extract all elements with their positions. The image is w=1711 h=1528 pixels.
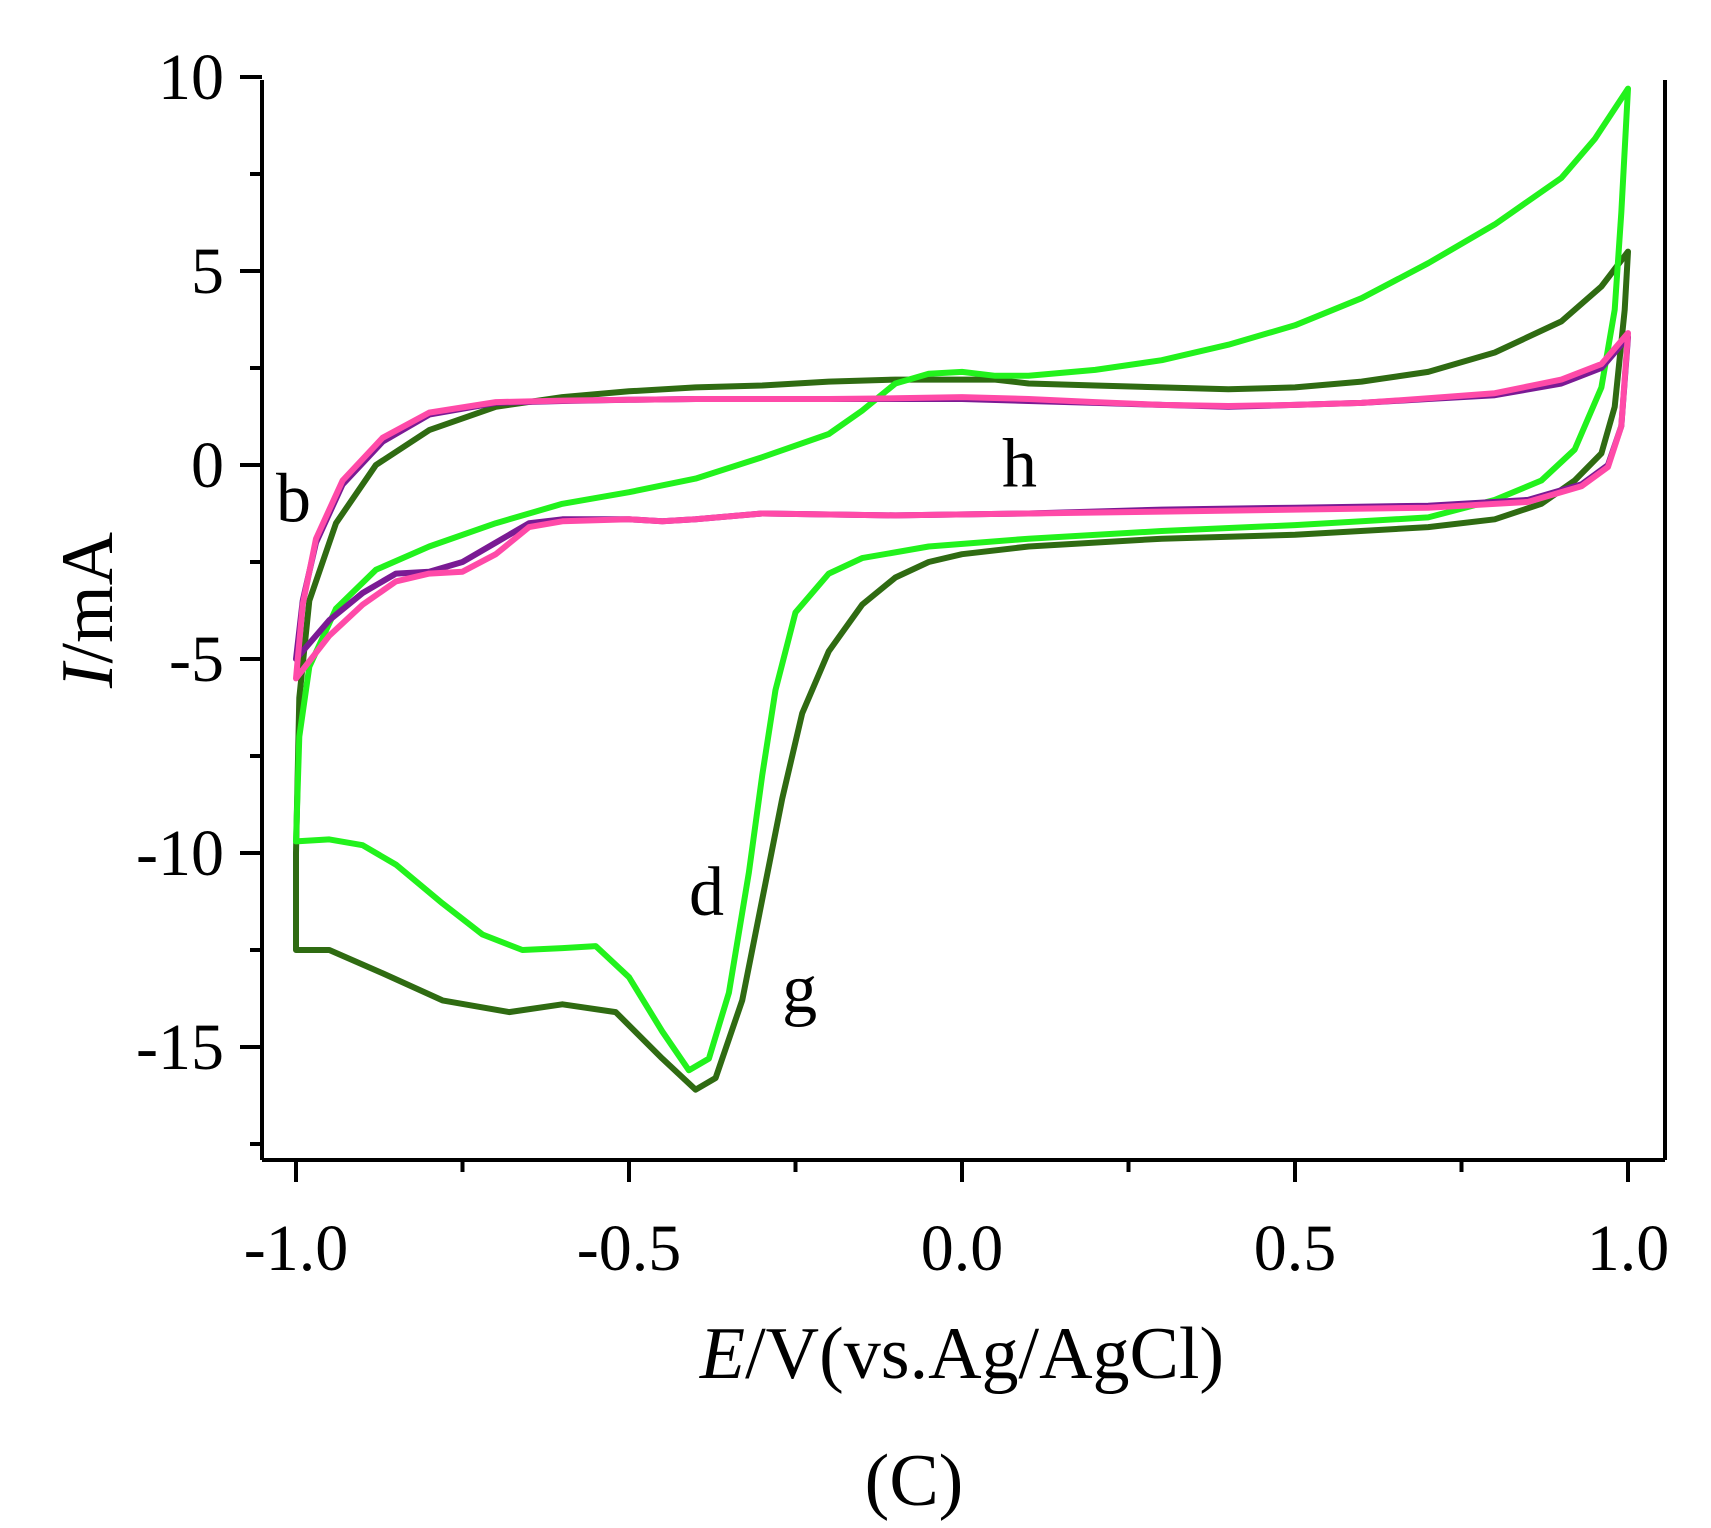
y-tick-label: -15 xyxy=(136,1011,224,1084)
curve-label-g: g xyxy=(782,951,817,1028)
series-curve-g xyxy=(293,248,1631,1093)
curve-label-d: d xyxy=(689,854,724,931)
curve-label-h: h xyxy=(1002,425,1037,502)
y-axis-title-rest: /mA xyxy=(47,532,129,664)
x-tick-label: 0.5 xyxy=(1254,1212,1337,1285)
y-tick-label: 10 xyxy=(158,41,224,114)
y-tick-label: 0 xyxy=(191,429,224,502)
x-axis-title: E/V(vs.Ag/AgCl) xyxy=(699,1313,1224,1395)
x-tick-label: 0.0 xyxy=(921,1212,1004,1285)
x-tick-label: -0.5 xyxy=(577,1212,681,1285)
y-axis-title-italic: I xyxy=(47,660,129,689)
y-tick-label: -5 xyxy=(169,623,224,696)
panel-label: (C) xyxy=(865,1440,964,1522)
x-tick-label: 1.0 xyxy=(1587,1212,1670,1285)
series-curve-b xyxy=(293,334,1631,662)
series-curve-h xyxy=(293,330,1631,682)
x-tick-label: -1.0 xyxy=(244,1212,348,1285)
ticks: 10 5 0 -5 -10 -15 -1.0 -0.5 0.0 0.5 1.0 xyxy=(136,41,1669,1285)
y-tick-label: 5 xyxy=(191,235,224,308)
axes xyxy=(260,80,1667,1162)
curve-label-b: b xyxy=(276,460,311,537)
curve-labels: gd b h xyxy=(276,425,1037,1028)
x-axis-title-italic: E xyxy=(699,1313,745,1395)
series-layer xyxy=(293,85,1631,1093)
y-tick-label: -10 xyxy=(136,817,224,890)
y-axis-title: I/mA xyxy=(47,532,129,689)
series-curve-d xyxy=(293,85,1631,1074)
x-axis-title-rest: /V(vs.Ag/AgCl) xyxy=(745,1313,1224,1395)
